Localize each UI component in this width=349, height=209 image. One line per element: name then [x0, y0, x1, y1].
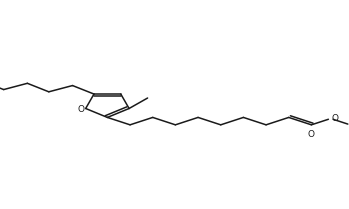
Text: O: O	[78, 105, 85, 114]
Text: O: O	[331, 114, 338, 123]
Text: O: O	[308, 130, 315, 139]
